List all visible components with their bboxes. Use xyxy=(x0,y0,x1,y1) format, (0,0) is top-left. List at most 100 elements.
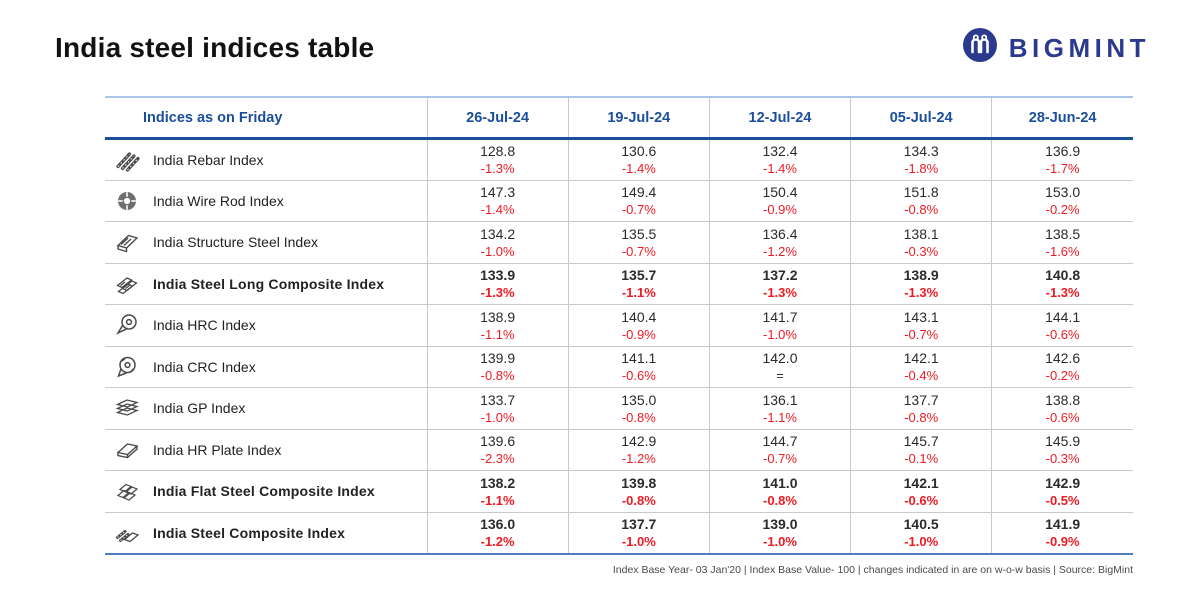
row-label-cell: India HR Plate Index xyxy=(105,429,428,471)
wow-change: -1.0% xyxy=(621,534,656,549)
row-label: India Rebar Index xyxy=(153,151,264,168)
index-value: 141.7 xyxy=(762,308,798,325)
index-value: 132.4 xyxy=(762,143,798,160)
table-row: India Structure Steel Index 134.2 -1.0% 135… xyxy=(105,221,1133,264)
wow-change: -0.6% xyxy=(904,492,939,508)
header-cell-date: 05-Jul-24 xyxy=(850,96,992,140)
data-cell: 141.0 -0.8% xyxy=(708,470,851,513)
wow-change: -1.0% xyxy=(480,243,515,259)
table-row: India Steel Composite Index 136.0 -1.2% 137… xyxy=(105,512,1133,555)
wow-change: -0.6% xyxy=(621,368,656,384)
index-value: 136.0 xyxy=(480,516,516,532)
wow-change: -0.2% xyxy=(1045,368,1080,384)
data-cell: 141.9 -0.9% xyxy=(991,512,1133,555)
data-cell: 135.0 -0.8% xyxy=(567,387,710,430)
data-cell: 145.7 -0.1% xyxy=(850,429,992,471)
header-cell-indices: Indices as on Friday xyxy=(105,96,428,140)
data-cell: 140.8 -1.3% xyxy=(991,263,1133,305)
table-row: India HRC Index 138.9 -1.1% 140.4 -0.9% 141.7… xyxy=(105,304,1133,347)
index-value: 128.8 xyxy=(480,143,516,160)
index-value: 135.5 xyxy=(621,225,657,242)
page-title: India steel indices table xyxy=(55,32,375,63)
data-cell: 139.6 -2.3% xyxy=(426,429,569,471)
index-value: 140.8 xyxy=(1045,267,1081,284)
index-value: 149.4 xyxy=(621,184,657,201)
index-value: 137.7 xyxy=(903,391,939,408)
wow-change: -1.4% xyxy=(763,161,797,177)
row-label-cell: India GP Index xyxy=(105,387,428,430)
table-row: India HR Plate Index 139.6 -2.3% 142.9 -1.2%… xyxy=(105,429,1133,471)
data-cell: 138.8 -0.6% xyxy=(991,387,1133,430)
wow-change: -0.6% xyxy=(1045,326,1080,342)
wow-change: -1.2% xyxy=(763,243,797,259)
wow-change: -1.2% xyxy=(480,534,515,549)
gp-sheets-icon xyxy=(113,395,140,422)
index-value: 142.1 xyxy=(903,474,939,491)
data-cell: 136.9 -1.7% xyxy=(991,138,1133,181)
data-cell: 139.9 -0.8% xyxy=(426,346,569,388)
data-cell: 141.1 -0.6% xyxy=(567,346,710,388)
index-value: 138.5 xyxy=(1045,225,1081,242)
row-label-cell: India Structure Steel Index xyxy=(105,221,428,264)
wow-change: -1.7% xyxy=(1045,161,1080,177)
index-value: 135.7 xyxy=(621,267,657,284)
wow-change: -1.1% xyxy=(621,285,656,301)
index-value: 141.0 xyxy=(762,474,798,491)
index-value: 141.9 xyxy=(1045,516,1081,532)
wow-change: -1.0% xyxy=(480,409,515,425)
wow-change: -0.1% xyxy=(904,451,939,467)
index-value: 153.0 xyxy=(1045,184,1081,201)
wow-change: -1.1% xyxy=(480,492,515,508)
data-cell: 147.3 -1.4% xyxy=(426,180,569,222)
wow-change: -1.2% xyxy=(621,451,656,467)
data-cell: 144.7 -0.7% xyxy=(708,429,851,471)
index-value: 138.8 xyxy=(1045,391,1081,408)
wow-change: -0.8% xyxy=(904,409,939,425)
data-cell: 137.7 -0.8% xyxy=(850,387,992,430)
table-row: India Flat Steel Composite Index 138.2 -1.… xyxy=(105,470,1133,513)
flat-composite-icon xyxy=(113,478,140,505)
index-value: 139.9 xyxy=(480,350,516,367)
wow-change: -1.3% xyxy=(1045,285,1080,301)
data-cell: 142.0 = xyxy=(708,346,851,388)
wow-change: -0.4% xyxy=(904,368,939,384)
wow-change: -0.6% xyxy=(1045,409,1080,425)
index-value: 138.9 xyxy=(480,308,516,325)
data-cell: 142.9 -0.5% xyxy=(991,470,1133,513)
index-value: 133.7 xyxy=(480,391,516,408)
index-value: 138.2 xyxy=(480,474,516,491)
structure-steel-icon xyxy=(113,229,140,256)
row-label: India Flat Steel Composite Index xyxy=(153,483,375,500)
data-cell: 141.7 -1.0% xyxy=(708,304,851,347)
index-value: 150.4 xyxy=(762,184,798,201)
index-value: 142.1 xyxy=(903,350,939,367)
header-cell-date: 28-Jun-24 xyxy=(991,96,1133,140)
data-cell: 135.5 -0.7% xyxy=(567,221,710,264)
data-cell: 133.7 -1.0% xyxy=(426,387,569,430)
long-composite-icon xyxy=(113,270,140,297)
row-label: India HRC Index xyxy=(153,317,256,334)
data-cell: 143.1 -0.7% xyxy=(850,304,992,347)
crc-coil-icon xyxy=(113,353,140,380)
topbar: India steel indices table BIGMIN xyxy=(0,0,1200,70)
data-cell: 138.9 -1.3% xyxy=(850,263,992,305)
data-cell: 139.0 -1.0% xyxy=(708,512,851,555)
header-cell-date: 12-Jul-24 xyxy=(708,96,851,140)
wow-change: -1.8% xyxy=(904,161,939,177)
data-cell: 137.7 -1.0% xyxy=(567,512,710,555)
row-label: India HR Plate Index xyxy=(153,441,282,458)
data-cell: 150.4 -0.9% xyxy=(708,180,851,222)
data-cell: 133.9 -1.3% xyxy=(426,263,569,305)
data-cell: 153.0 -0.2% xyxy=(991,180,1133,222)
data-cell: 135.7 -1.1% xyxy=(567,263,710,305)
wow-change: -0.3% xyxy=(904,243,939,259)
row-label: India Wire Rod Index xyxy=(153,192,284,209)
data-cell: 142.1 -0.4% xyxy=(850,346,992,388)
row-label: India Structure Steel Index xyxy=(153,234,318,251)
data-cell: 149.4 -0.7% xyxy=(567,180,710,222)
index-value: 144.7 xyxy=(762,433,798,450)
table-row: India Rebar Index 128.8 -1.3% 130.6 -1.4% 132… xyxy=(105,138,1133,181)
index-value: 135.0 xyxy=(621,391,657,408)
index-value: 136.1 xyxy=(762,391,798,408)
row-label-cell: India Flat Steel Composite Index xyxy=(105,470,428,513)
